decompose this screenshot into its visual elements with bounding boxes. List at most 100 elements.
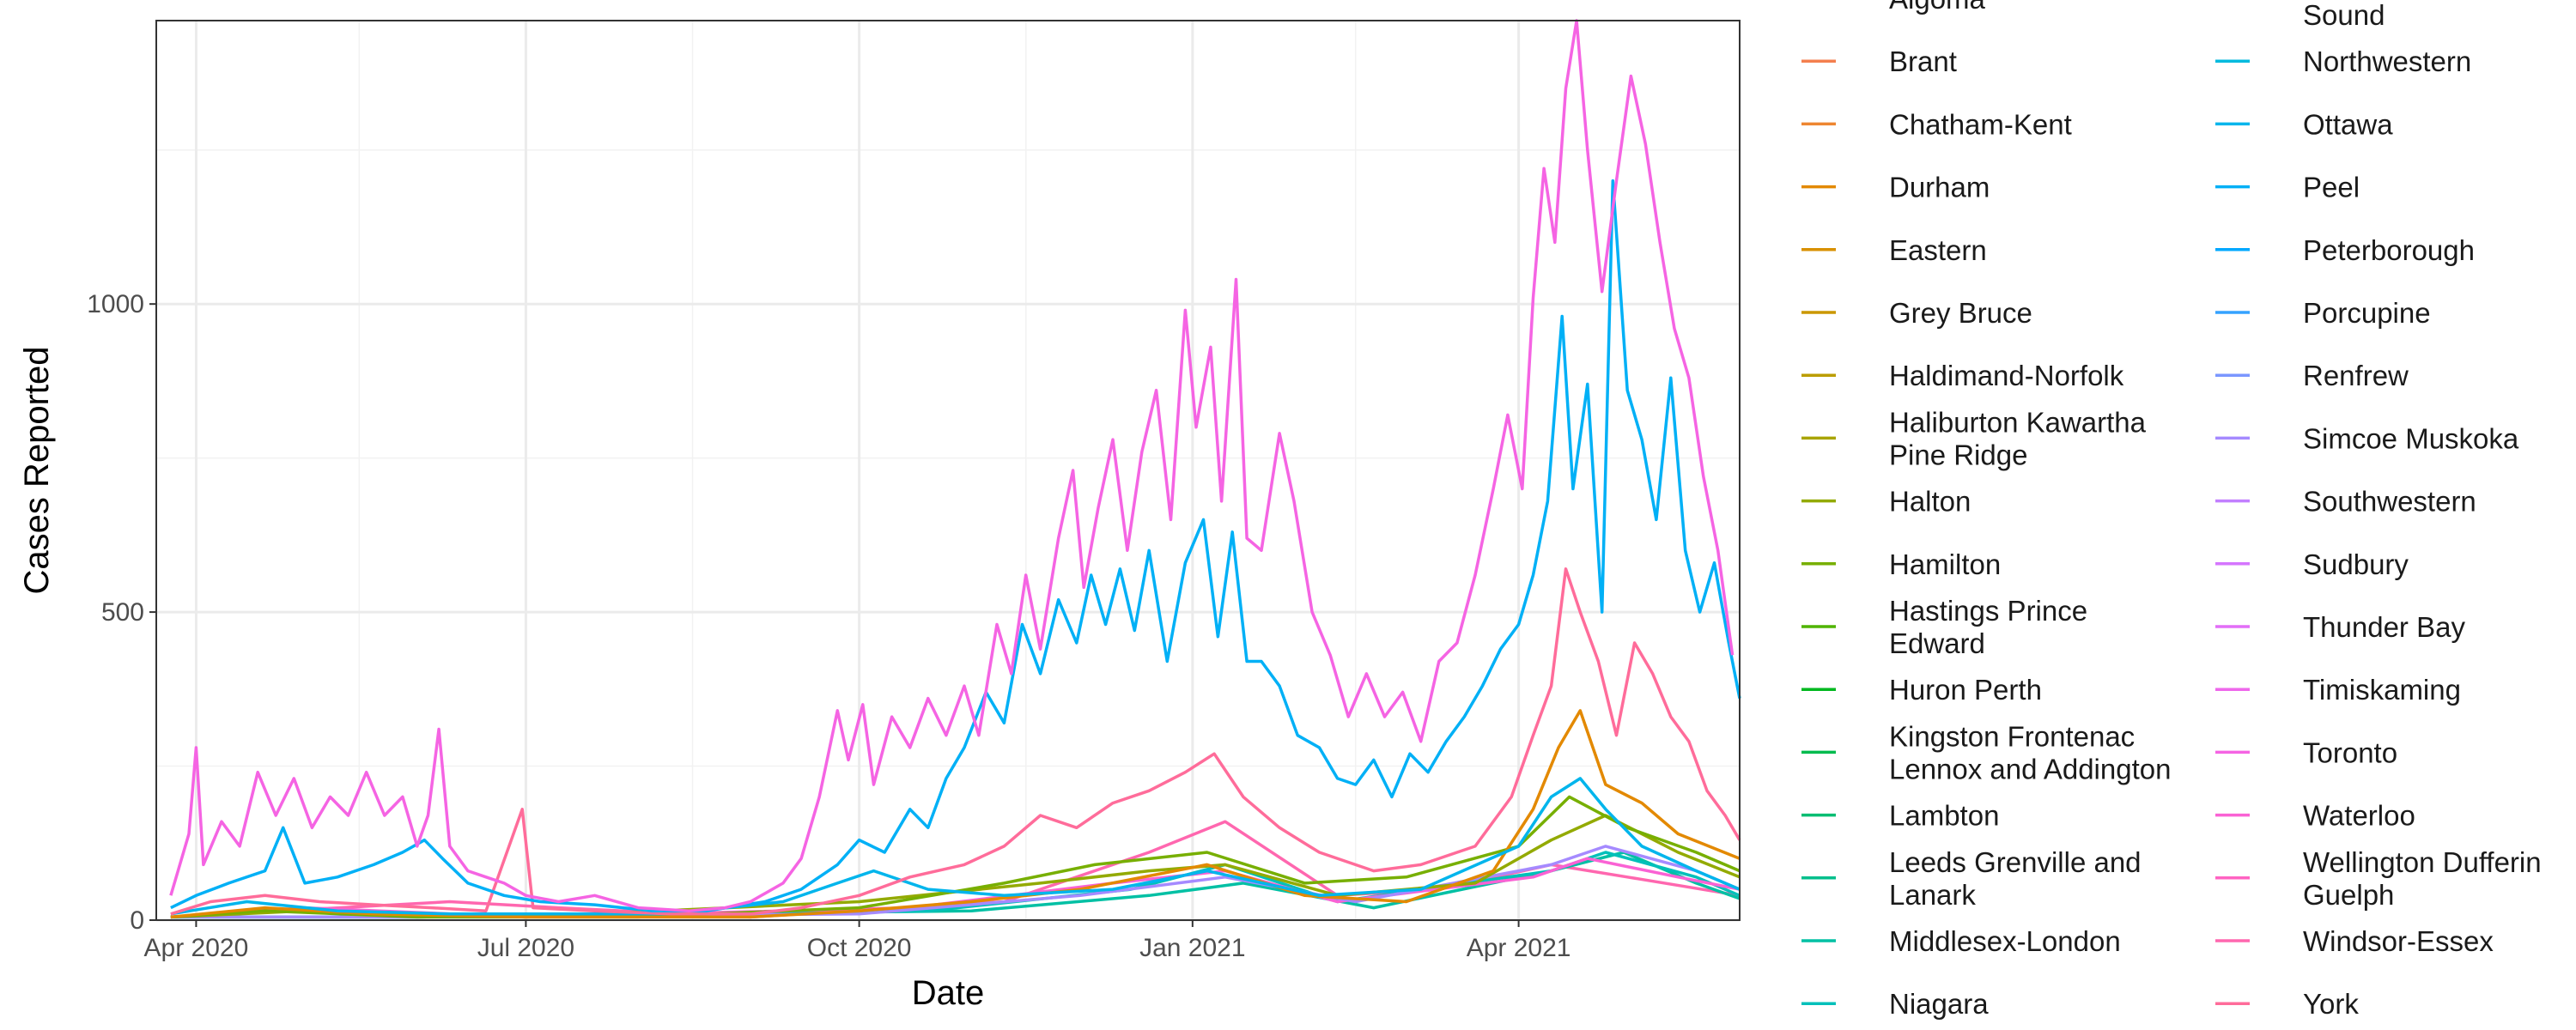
y-tick-label: 1000 <box>87 290 144 318</box>
legend-label-line: Peel <box>2303 172 2360 203</box>
legend-label: Peterborough <box>2303 234 2475 266</box>
legend-label-line: Haliburton Kawartha <box>1889 406 2147 438</box>
legend-item: Simcoe Muskoka <box>2215 422 2519 454</box>
legend-label: Sudbury <box>2303 548 2409 580</box>
legend-item: Hamilton <box>1801 548 2001 580</box>
legend-item: Southwestern <box>2215 486 2476 518</box>
plot-panel-background <box>156 21 1740 920</box>
legend-label-line: Durham <box>1889 172 1990 203</box>
legend-label-line: Windsor-Essex <box>2303 925 2494 957</box>
legend-item: Haliburton Kawartha Pine Ridge <box>1801 406 2147 470</box>
legend-item: Niagara <box>1801 988 1989 1020</box>
legend-label-line: Timiskaming <box>2303 674 2461 706</box>
x-axis-title: Date <box>912 974 985 1012</box>
legend-item: Renfrew <box>2215 360 2409 391</box>
legend-label: York <box>2303 988 2359 1020</box>
legend-item: Peel <box>2215 172 2360 203</box>
series-line-york <box>170 567 1741 916</box>
legend-label: North Bay ParrySound <box>2303 0 2505 31</box>
legend-item: York <box>2215 988 2359 1020</box>
legend-label-line: Lambton <box>1889 800 1999 832</box>
legend-label: Northwestern <box>2303 45 2471 77</box>
legend-item: Peterborough <box>2215 234 2475 266</box>
legend-item: Haldimand-Norfolk <box>1801 360 2124 391</box>
legend-item: Northwestern <box>2215 45 2471 77</box>
legend-label-line: Thunder Bay <box>2303 611 2465 643</box>
legend-label: Hamilton <box>1889 548 2001 580</box>
legend-item: Huron Perth <box>1801 674 2042 706</box>
x-tick-label: Jul 2020 <box>477 934 574 962</box>
legend-item: Eastern <box>1801 234 1987 266</box>
legend-label-line: Ottawa <box>2303 108 2393 140</box>
legend-item: North Bay ParrySound <box>2303 0 2505 31</box>
legend-item: Durham <box>1801 172 1990 203</box>
legend-label: Thunder Bay <box>2303 611 2465 643</box>
legend-label-line: Lanark <box>1889 879 1976 911</box>
x-tick-label: Jan 2021 <box>1139 934 1245 962</box>
legend-label-line: Halton <box>1889 486 1971 518</box>
legend-label: Lambton <box>1889 800 1999 832</box>
legend-label: Hastings Prince Edward <box>1889 595 2087 659</box>
legend: Algoma Brant Chatham-Kent Durham Eastern Grey… <box>1801 0 2542 1020</box>
series-layer <box>169 19 1741 919</box>
legend-label-line: Hastings Prince <box>1889 595 2087 627</box>
legend-item: Windsor-Essex <box>2215 925 2494 957</box>
legend-label-line: Renfrew <box>2303 360 2409 391</box>
legend-label: Brant <box>1889 45 1957 77</box>
y-tick-label: 0 <box>130 906 144 935</box>
series-line-peel <box>170 179 1741 912</box>
legend-label-line: Guelph <box>2303 879 2394 911</box>
legend-label: Haliburton Kawartha Pine Ridge <box>1889 406 2147 470</box>
legend-label-line: Chatham-Kent <box>1889 108 2072 140</box>
legend-label: Middlesex-London <box>1889 925 2121 957</box>
legend-label: Waterloo <box>2303 800 2415 832</box>
legend-label-line: Middlesex-London <box>1889 925 2121 957</box>
legend-label: Wellington Dufferin Guelph <box>2303 846 2542 911</box>
legend-label: Eastern <box>1889 234 1987 266</box>
legend-item: Lambton <box>1801 800 1999 832</box>
legend-label: Windsor-Essex <box>2303 925 2494 957</box>
legend-label: Halton <box>1889 486 1971 518</box>
legend-label-line: Pine Ridge <box>1889 439 2027 470</box>
series-line-toronto <box>169 19 1735 912</box>
legend-label-line: Eastern <box>1889 234 1987 266</box>
legend-label-line: Algoma <box>1889 0 1986 15</box>
legend-label: Porcupine <box>2303 297 2431 329</box>
legend-label: Leeds Grenville and Lanark <box>1889 846 2142 911</box>
legend-item: Ottawa <box>2215 108 2393 140</box>
legend-label-line: Simcoe Muskoka <box>2303 422 2519 454</box>
legend-item: Kingston Frontenac Lennox and Addington <box>1801 720 2171 785</box>
legend-label-line: Huron Perth <box>1889 674 2042 706</box>
legend-item: Porcupine <box>2215 297 2431 329</box>
legend-label: Haldimand-Norfolk <box>1889 360 2124 391</box>
legend-label: Chatham-Kent <box>1889 108 2072 140</box>
legend-label-line: Porcupine <box>2303 297 2431 329</box>
x-tick-label: Apr 2021 <box>1467 934 1571 962</box>
legend-label-line: Kingston Frontenac <box>1889 720 2135 752</box>
legend-item: Timiskaming <box>2215 674 2461 706</box>
legend-item: Middlesex-London <box>1801 925 2121 957</box>
plot-panel-border <box>155 20 1741 921</box>
legend-item: Hastings Prince Edward <box>1801 595 2087 659</box>
x-tick-label: Apr 2020 <box>144 934 249 962</box>
legend-item: Sudbury <box>2215 548 2409 580</box>
legend-label-line: Toronto <box>2303 736 2397 768</box>
legend-item: Waterloo <box>2215 800 2415 832</box>
legend-label: Peel <box>2303 172 2360 203</box>
legend-item: Leeds Grenville and Lanark <box>1801 846 2142 911</box>
legend-item: Thunder Bay <box>2215 611 2465 643</box>
legend-label-line: Southwestern <box>2303 486 2476 518</box>
legend-label-line: Waterloo <box>2303 800 2415 832</box>
legend-label: Renfrew <box>2303 360 2409 391</box>
legend-label-line: Hamilton <box>1889 548 2001 580</box>
legend-item: Grey Bruce <box>1801 297 2032 329</box>
legend-label-line: Wellington Dufferin <box>2303 846 2542 878</box>
legend-label-line: Sound <box>2303 0 2385 31</box>
series-line-durham <box>170 709 1741 919</box>
legend-label: Southwestern <box>2303 486 2476 518</box>
legend-label-line: Sudbury <box>2303 548 2409 580</box>
legend-item: Toronto <box>2215 736 2397 768</box>
axis-layer: Apr 2020 Jul 2020 Oct 2020 Jan 2021 Apr 2021… <box>87 290 1571 962</box>
legend-label-line: Haldimand-Norfolk <box>1889 360 2124 391</box>
